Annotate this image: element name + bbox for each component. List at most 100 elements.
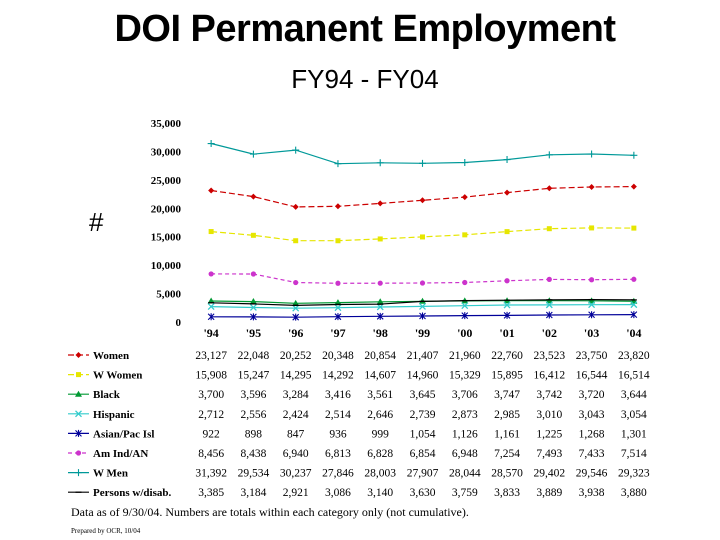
data-label: 8,438	[240, 448, 266, 460]
data-label: 3,416	[325, 389, 351, 401]
data-label: 6,940	[283, 448, 309, 460]
data-point	[334, 304, 342, 312]
data-label: 7,493	[536, 448, 562, 460]
data-label: 3,645	[410, 389, 436, 401]
data-point	[334, 203, 341, 210]
legend-entry: Black	[93, 389, 121, 401]
data-point	[334, 313, 342, 321]
data-label: 2,873	[452, 409, 478, 421]
y-tick-label: 25,000	[151, 175, 182, 187]
data-point	[249, 298, 257, 305]
data-label: 28,003	[364, 468, 396, 480]
data-point	[631, 276, 637, 282]
data-label: 1,301	[621, 428, 647, 440]
data-point	[630, 151, 638, 159]
data-label: 2,514	[325, 409, 351, 421]
data-label: 21,960	[449, 350, 481, 362]
data-point	[588, 297, 596, 304]
data-label: 3,880	[621, 487, 647, 499]
legend-entry: Persons w/disab.	[93, 487, 171, 499]
data-label: 898	[245, 428, 263, 440]
data-label: 7,433	[579, 448, 605, 460]
data-label: 1,126	[452, 428, 478, 440]
data-point	[250, 271, 257, 277]
data-label: 3,833	[494, 487, 520, 499]
data-point	[75, 410, 82, 418]
data-point	[207, 297, 215, 304]
data-point	[377, 200, 384, 207]
data-point	[419, 302, 426, 310]
data-point	[249, 304, 257, 311]
data-point	[419, 197, 426, 204]
data-label: 1,268	[579, 428, 605, 440]
data-label: 3,742	[536, 389, 562, 401]
data-point	[292, 304, 300, 312]
data-label: 20,348	[322, 350, 354, 362]
data-label: 3,385	[198, 487, 224, 499]
axes: 0 5,000 10,000 15,000 20,000 25,000 30,000 35,0…	[151, 118, 642, 340]
data-point	[588, 277, 595, 283]
data-point	[504, 278, 510, 284]
data-point	[377, 280, 383, 286]
x-tick-label: '98	[373, 326, 388, 340]
data-label: 3,184	[240, 487, 266, 499]
data-point	[250, 313, 257, 321]
data-label: 21,407	[407, 350, 439, 362]
x-tick-label: '04	[626, 326, 641, 340]
data-point	[377, 236, 383, 242]
data-label: 7,254	[494, 448, 520, 460]
series-lines	[207, 140, 638, 321]
data-label: 15,895	[491, 370, 523, 382]
x-tick-label: '01	[499, 326, 514, 340]
legend-entry: Am Ind/AN	[93, 448, 148, 460]
data-label: 16,514	[618, 370, 650, 382]
data-label: 2,712	[198, 409, 224, 421]
data-label: 3,140	[367, 487, 393, 499]
data-label: 847	[287, 428, 305, 440]
x-tick-label: '95	[246, 326, 261, 340]
data-label: 3,010	[536, 409, 562, 421]
y-tick-label: 15,000	[151, 232, 182, 244]
data-point	[75, 450, 82, 456]
data-label: 3,284	[283, 389, 309, 401]
data-point	[461, 194, 468, 201]
data-point	[545, 311, 553, 319]
data-point	[250, 193, 257, 200]
data-label: 27,907	[407, 468, 439, 480]
data-label: 3,747	[494, 389, 520, 401]
chart-subtitle: FY94 - FY04	[291, 64, 439, 94]
data-point	[588, 183, 595, 190]
data-point	[461, 312, 469, 320]
data-label: 14,960	[407, 370, 439, 382]
data-point	[461, 302, 469, 310]
data-label: 3,938	[579, 487, 605, 499]
data-point	[630, 183, 637, 190]
data-label: 16,412	[534, 370, 566, 382]
data-label: 29,323	[618, 468, 650, 480]
data-point	[292, 313, 300, 321]
x-tick-label: '02	[542, 326, 557, 340]
data-point	[545, 301, 553, 309]
data-label: 14,292	[322, 370, 354, 382]
data-label: 15,247	[238, 370, 270, 382]
x-tick-label: '94	[203, 326, 218, 340]
data-point	[334, 299, 342, 306]
data-point	[545, 151, 553, 159]
data-point	[208, 271, 214, 277]
data-label: 3,706	[452, 389, 478, 401]
data-point	[208, 187, 215, 194]
data-label: 3,644	[621, 389, 647, 401]
legend-entry: W Men	[93, 468, 128, 480]
data-label: 23,750	[576, 350, 608, 362]
data-point	[419, 280, 426, 286]
data-point	[588, 301, 596, 309]
data-label: 1,225	[536, 428, 562, 440]
data-label: 3,596	[240, 389, 266, 401]
data-point	[462, 232, 468, 238]
data-point	[249, 150, 257, 158]
data-point	[376, 159, 384, 167]
x-tick-label: '96	[288, 326, 303, 340]
legend-entry: W Women	[93, 370, 142, 382]
data-label: 2,556	[240, 409, 266, 421]
data-label: 2,985	[494, 409, 520, 421]
